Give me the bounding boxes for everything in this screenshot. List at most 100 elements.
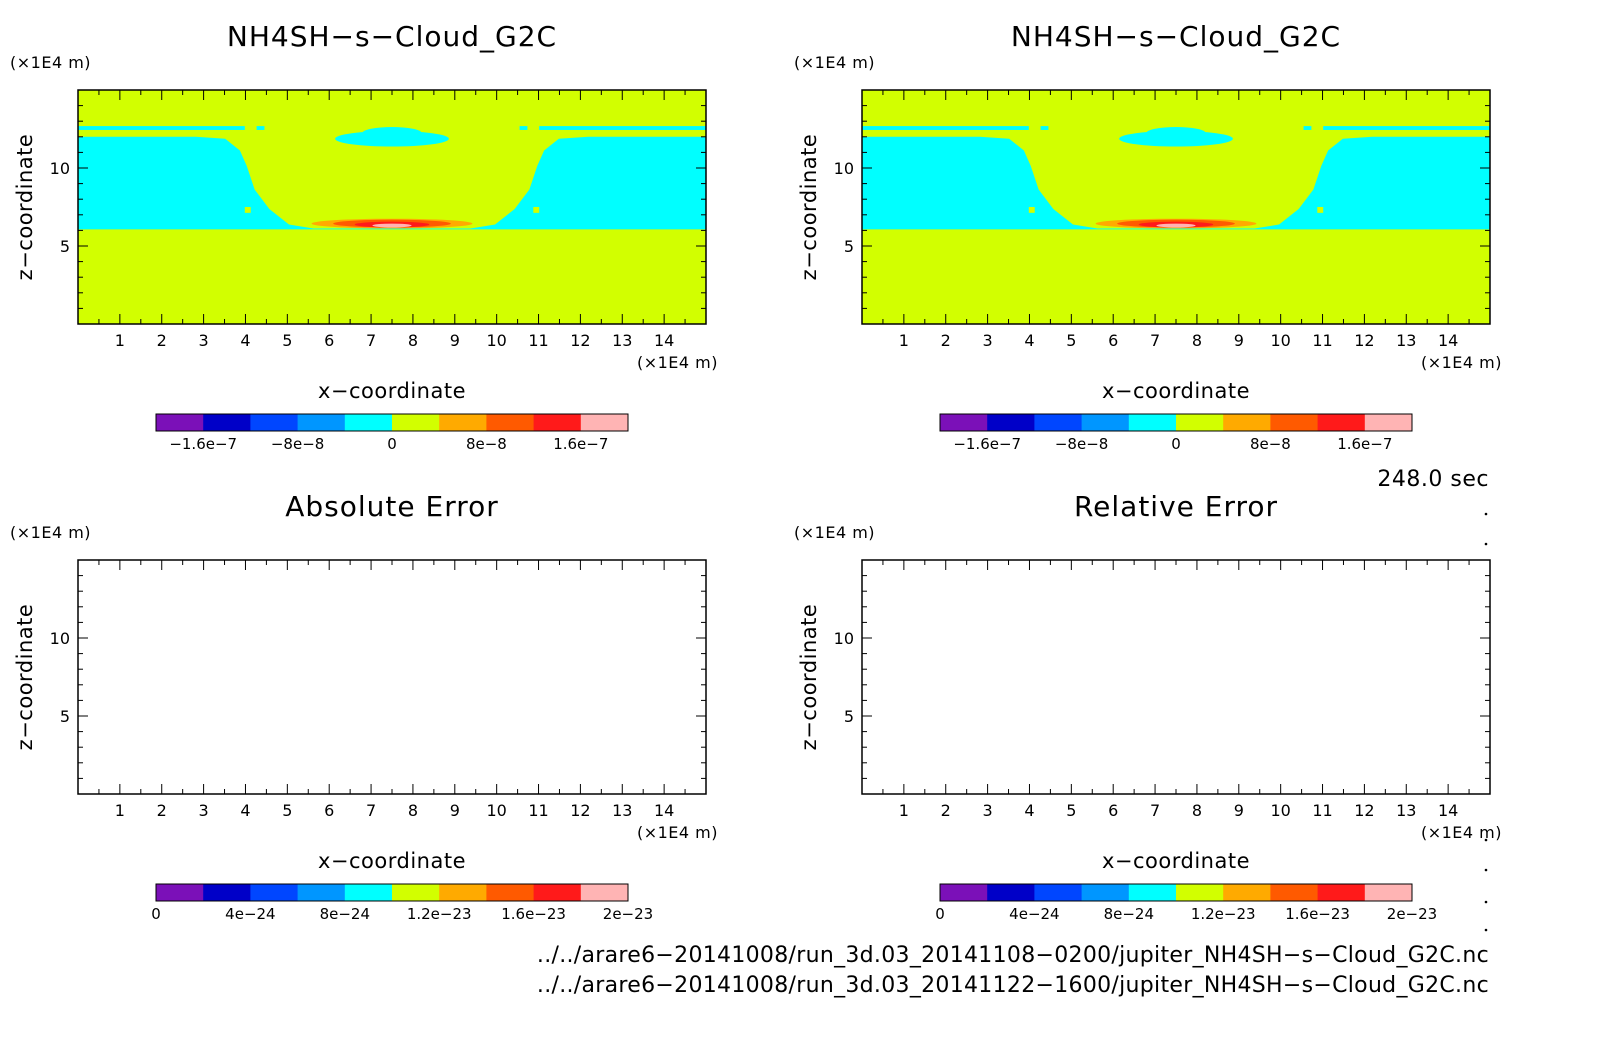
- x-tick-label: 3: [199, 801, 209, 820]
- colorbar-swatch: [250, 884, 299, 901]
- panel-title: NH4SH−s−Cloud_G2C: [1011, 20, 1341, 53]
- colorbar-swatch: [533, 414, 582, 431]
- colorbar-swatch: [1128, 414, 1177, 431]
- x-tick-label: 12: [1354, 331, 1374, 350]
- x-tick-label: 9: [1234, 331, 1244, 350]
- colorbar-swatch: [203, 884, 251, 901]
- x-tick-label: 11: [1312, 801, 1332, 820]
- x-tick-label: 1: [115, 801, 125, 820]
- colorbar-swatch: [1034, 414, 1083, 431]
- colorbar-swatch: [344, 884, 393, 901]
- x-unit-label: (×1E4 m): [637, 823, 718, 842]
- x-tick-label: 10: [1270, 801, 1290, 820]
- plot-frame: [77, 559, 707, 795]
- colorbar-frame: [155, 413, 629, 432]
- x-tick-label: 14: [654, 801, 674, 820]
- x-tick-label: 13: [1396, 331, 1416, 350]
- colorbar-swatch: [1176, 414, 1224, 431]
- panel-1: NH4SH−s−Cloud_G2C(×1E4 m)1 2 3 4 5 6 7 8 9 10 11 12…: [10, 20, 718, 453]
- x-tick-label: 2: [157, 801, 167, 820]
- marker-dot: [1484, 928, 1488, 932]
- x-unit-label: (×1E4 m): [637, 353, 718, 372]
- y-axis-label: z−coordinate: [13, 134, 37, 281]
- colorbar-label: 4e−24: [1009, 905, 1059, 923]
- marker-dot: [1484, 838, 1488, 842]
- file-path-label: ../../arare6−20141008/run_3d.03_20141122…: [537, 973, 1489, 998]
- colorbar-label: −1.6e−7: [169, 435, 237, 453]
- x-axis-label: x−coordinate: [318, 379, 466, 403]
- x-tick-label: 14: [654, 331, 674, 350]
- colorbar-swatch: [1364, 884, 1413, 901]
- colorbar-frame: [939, 883, 1413, 902]
- x-tick-label: 7: [366, 801, 376, 820]
- colorbar-label: 1.6e−7: [1337, 435, 1392, 453]
- colorbar: 0 4e−24 8e−24 1.2e−23 1.6e−23 2e−23: [151, 883, 653, 923]
- colorbar-swatch: [1270, 414, 1319, 431]
- colorbar-label: 8e−8: [466, 435, 507, 453]
- x-tick-label: 4: [240, 331, 250, 350]
- colorbar-label: 2e−23: [1387, 905, 1437, 923]
- colorbar-swatch: [392, 414, 440, 431]
- y-tick-label: 10: [50, 159, 70, 178]
- colorbar-swatch: [439, 414, 487, 431]
- colorbar: 0 4e−24 8e−24 1.2e−23 1.6e−23 2e−23: [935, 883, 1437, 923]
- colorbar-label: 8e−24: [320, 905, 370, 923]
- x-tick-label: 7: [1150, 331, 1160, 350]
- x-tick-label: 1: [899, 331, 909, 350]
- x-tick-label: 1: [115, 331, 125, 350]
- x-tick-label: 2: [157, 331, 167, 350]
- colorbar-swatch: [156, 884, 204, 901]
- plot-frame: [861, 559, 1491, 795]
- x-tick-label: 2: [941, 801, 951, 820]
- colorbar-label: 1.2e−23: [407, 905, 472, 923]
- file-path-label: ../../arare6−20141008/run_3d.03_20141108…: [537, 943, 1489, 968]
- x-axis-label: x−coordinate: [1102, 849, 1250, 873]
- x-tick-label: 5: [282, 801, 292, 820]
- x-tick-label: 7: [1150, 801, 1160, 820]
- panel-4: Relative Error(×1E4 m)1 2 3 4 5 6 7 8 9 10 11 12 13 1…: [794, 490, 1502, 923]
- x-tick-label: 6: [324, 801, 334, 820]
- x-tick-label: 6: [1108, 801, 1118, 820]
- x-tick-label: 9: [1234, 801, 1244, 820]
- x-tick-label: 3: [983, 331, 993, 350]
- x-unit-label: (×1E4 m): [1421, 353, 1502, 372]
- colorbar: −1.6e−7 −8e−8 0 8e−8 1.6e−7: [155, 413, 629, 453]
- colorbar-swatch: [940, 884, 988, 901]
- marker-dot: [1484, 868, 1488, 872]
- colorbar-swatch: [486, 414, 535, 431]
- colorbar-swatch: [203, 414, 251, 431]
- x-tick-label: 11: [528, 801, 548, 820]
- colorbar-swatch: [1176, 884, 1224, 901]
- x-tick-label: 12: [570, 331, 590, 350]
- y-axis-label: z−coordinate: [797, 134, 821, 281]
- x-tick-label: 8: [408, 801, 418, 820]
- x-axis-label: x−coordinate: [318, 849, 466, 873]
- y-tick-label: 5: [60, 707, 70, 726]
- colorbar-label: 0: [151, 905, 161, 923]
- colorbar-swatch: [1317, 414, 1366, 431]
- x-tick-label: 3: [983, 801, 993, 820]
- y-tick-label: 10: [50, 629, 70, 648]
- x-tick-label: 13: [612, 331, 632, 350]
- y-tick-label: 5: [844, 707, 854, 726]
- x-unit-label: (×1E4 m): [1421, 823, 1502, 842]
- colorbar-label: 0: [387, 435, 397, 453]
- colorbar-swatch: [1128, 884, 1177, 901]
- colorbar-swatch: [486, 884, 535, 901]
- x-tick-label: 8: [408, 331, 418, 350]
- field-contour: [78, 90, 706, 324]
- y-unit-label: (×1E4 m): [794, 53, 875, 72]
- colorbar-label: 4e−24: [225, 905, 275, 923]
- panel-title: NH4SH−s−Cloud_G2C: [227, 20, 557, 53]
- panel-title: Absolute Error: [285, 490, 499, 523]
- x-tick-label: 9: [450, 331, 460, 350]
- x-tick-label: 14: [1438, 331, 1458, 350]
- x-tick-label: 5: [1066, 331, 1076, 350]
- marker-dot: [1484, 542, 1488, 546]
- colorbar-frame: [939, 413, 1413, 432]
- colorbar-label: −8e−8: [271, 435, 324, 453]
- colorbar-swatch: [156, 414, 204, 431]
- x-tick-label: 13: [612, 801, 632, 820]
- x-tick-label: 6: [324, 331, 334, 350]
- x-tick-label: 5: [282, 331, 292, 350]
